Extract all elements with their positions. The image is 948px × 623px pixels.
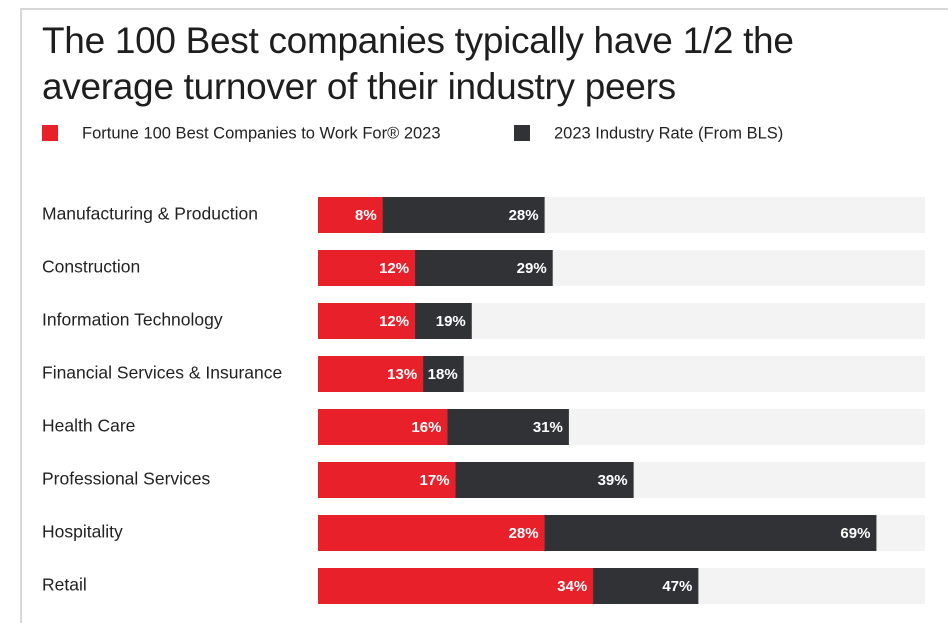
bar bbox=[318, 303, 416, 339]
value-label: 13% bbox=[387, 366, 417, 383]
value-label: 17% bbox=[420, 472, 450, 489]
value-label: 18% bbox=[428, 366, 458, 383]
category-label: Professional Services bbox=[42, 469, 211, 489]
bar bbox=[318, 462, 456, 498]
bar bbox=[318, 568, 594, 604]
category-label: Health Care bbox=[42, 416, 135, 436]
legend-swatch bbox=[514, 125, 530, 141]
frame bbox=[20, 8, 948, 623]
value-label: 69% bbox=[840, 525, 870, 542]
value-label: 12% bbox=[379, 260, 409, 277]
chart-title: The 100 Best companies typically have 1/… bbox=[42, 20, 794, 107]
category-label: Financial Services & Insurance bbox=[42, 363, 282, 383]
category-label: Construction bbox=[42, 257, 140, 277]
legend-label: Fortune 100 Best Companies to Work For® … bbox=[82, 124, 441, 142]
bar bbox=[318, 515, 545, 551]
value-label: 8% bbox=[355, 207, 377, 224]
value-label: 12% bbox=[379, 313, 409, 330]
value-label: 34% bbox=[557, 578, 587, 595]
legend-label: 2023 Industry Rate (From BLS) bbox=[554, 124, 783, 142]
value-label: 28% bbox=[509, 207, 539, 224]
value-label: 47% bbox=[662, 578, 692, 595]
bar bbox=[318, 197, 383, 233]
bar bbox=[318, 409, 448, 445]
category-label: Hospitality bbox=[42, 522, 123, 542]
value-label: 31% bbox=[533, 419, 563, 436]
category-label: Retail bbox=[42, 575, 87, 595]
bar bbox=[318, 250, 416, 286]
value-label: 39% bbox=[598, 472, 628, 489]
legend-swatch bbox=[42, 125, 58, 141]
value-label: 19% bbox=[436, 313, 466, 330]
value-label: 29% bbox=[517, 260, 547, 277]
category-label: Information Technology bbox=[42, 310, 223, 330]
bar bbox=[318, 356, 424, 392]
value-label: 16% bbox=[411, 419, 441, 436]
category-label: Manufacturing & Production bbox=[42, 204, 258, 224]
value-label: 28% bbox=[509, 525, 539, 542]
